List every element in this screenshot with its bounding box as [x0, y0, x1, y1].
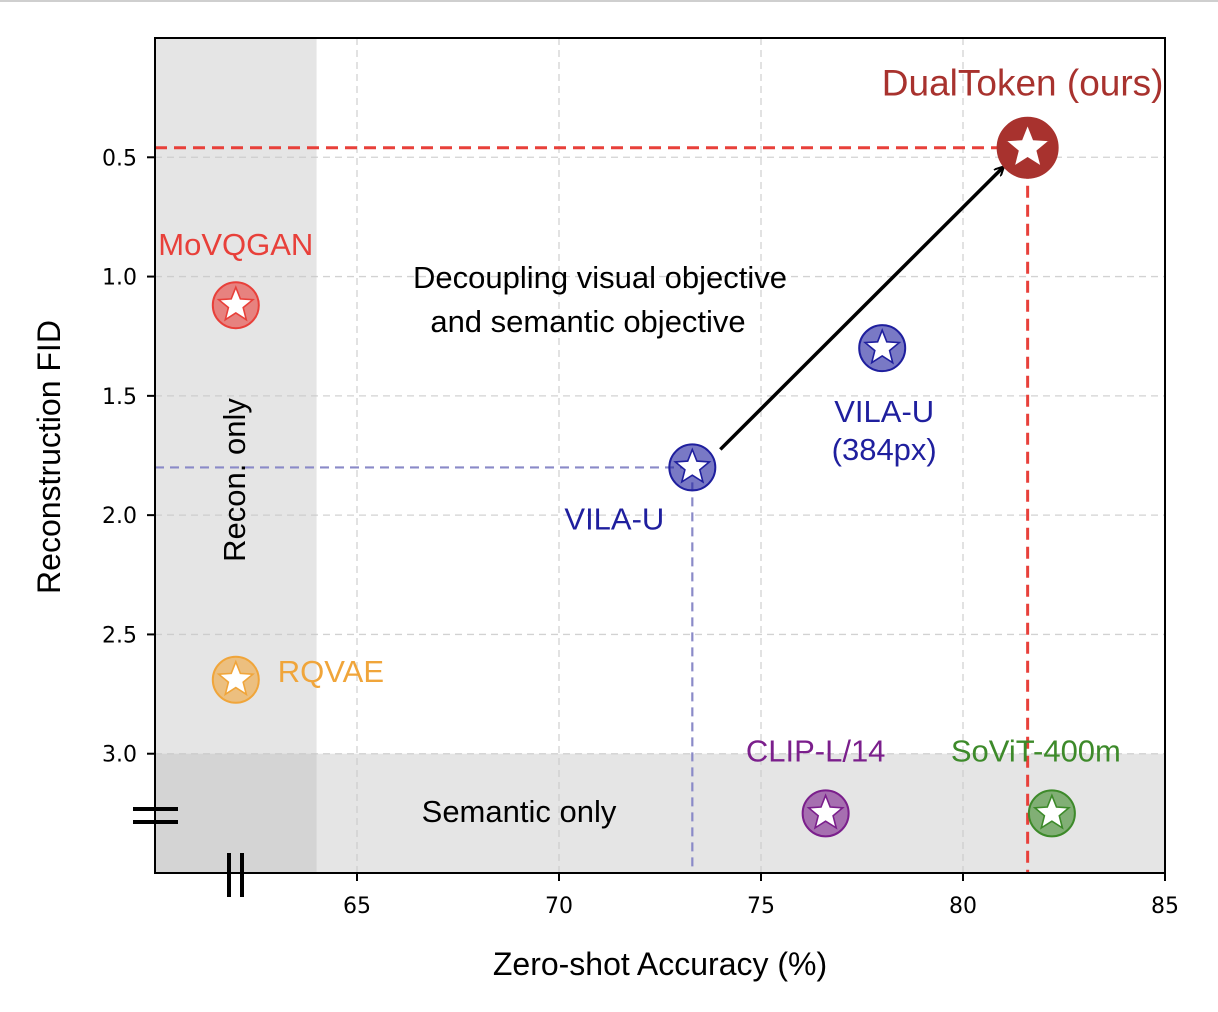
point-dualtoken-ours: [996, 116, 1059, 179]
recon-only-region: [155, 38, 317, 873]
annotation-line-1: Decoupling visual objective: [413, 260, 787, 295]
x-tick-label: 80: [949, 894, 977, 919]
y-tick-label: 0.5: [102, 146, 137, 171]
x-tick-label: 70: [545, 894, 573, 919]
data-points: [211, 116, 1076, 838]
y-axis-ticks: 0.5 1.0 1.5 2.0 2.5 3.0: [102, 146, 155, 768]
x-axis-title: Zero-shot Accuracy (%): [493, 946, 827, 982]
region-label-recon-only: Recon. only: [217, 398, 252, 562]
x-tick-label: 65: [343, 894, 371, 919]
guide-lines: [155, 146, 1030, 873]
semantic-only-region: [155, 753, 1165, 873]
label-vila-u-384px: VILA-U: [834, 394, 934, 429]
star-icon: [806, 793, 845, 830]
point-labels: MoVQGANRQVAEVILA-UVILA-U(384px)CLIP-L/14…: [158, 63, 1163, 769]
y-axis-title: Reconstruction FID: [31, 320, 67, 594]
x-tick-label: 75: [747, 894, 775, 919]
y-axis-break-mark: [133, 807, 178, 824]
x-axis-ticks: 65 70 75 80 85: [343, 873, 1179, 919]
annotation-line-2: and semantic objective: [430, 304, 745, 339]
label-dualtoken-ours: DualToken (ours): [882, 63, 1164, 104]
point-rqvae: [211, 655, 260, 704]
y-tick-label: 1.0: [102, 266, 137, 291]
y-tick-label: 3.0: [102, 743, 137, 768]
y-tick-label: 1.5: [102, 385, 137, 410]
y-tick-label: 2.5: [102, 623, 137, 648]
label-movqgan: MoVQGAN: [158, 227, 313, 262]
point-vila-u-384px: [858, 324, 907, 373]
point-vila-u: [668, 443, 717, 492]
x-tick-label: 85: [1151, 894, 1179, 919]
x-axis-break-mark: [227, 853, 244, 897]
point-clip-l-14: [801, 789, 850, 838]
grid-lines: [155, 38, 1166, 873]
label-vila-u-384px: (384px): [832, 432, 937, 467]
star-icon: [1003, 122, 1052, 169]
label-clip-l-14: CLIP-L/14: [746, 733, 886, 768]
label-vila-u: VILA-U: [564, 501, 664, 536]
star-icon: [216, 659, 255, 697]
star-icon: [216, 285, 255, 322]
point-movqgan: [211, 281, 260, 330]
plot-frame: [154, 37, 1166, 874]
region-label-semantic-only: Semantic only: [422, 794, 617, 829]
region-overlap: [155, 753, 317, 873]
star-icon: [1032, 793, 1071, 830]
y-tick-label: 2.0: [102, 504, 137, 529]
improvement-arrow: [719, 168, 1002, 451]
star-icon: [673, 447, 712, 484]
label-sovit-400m: SoViT-400m: [951, 733, 1121, 768]
shaded-regions: [155, 38, 1165, 873]
label-rqvae: RQVAE: [278, 654, 384, 689]
point-sovit-400m: [1027, 789, 1076, 838]
star-icon: [863, 328, 902, 365]
